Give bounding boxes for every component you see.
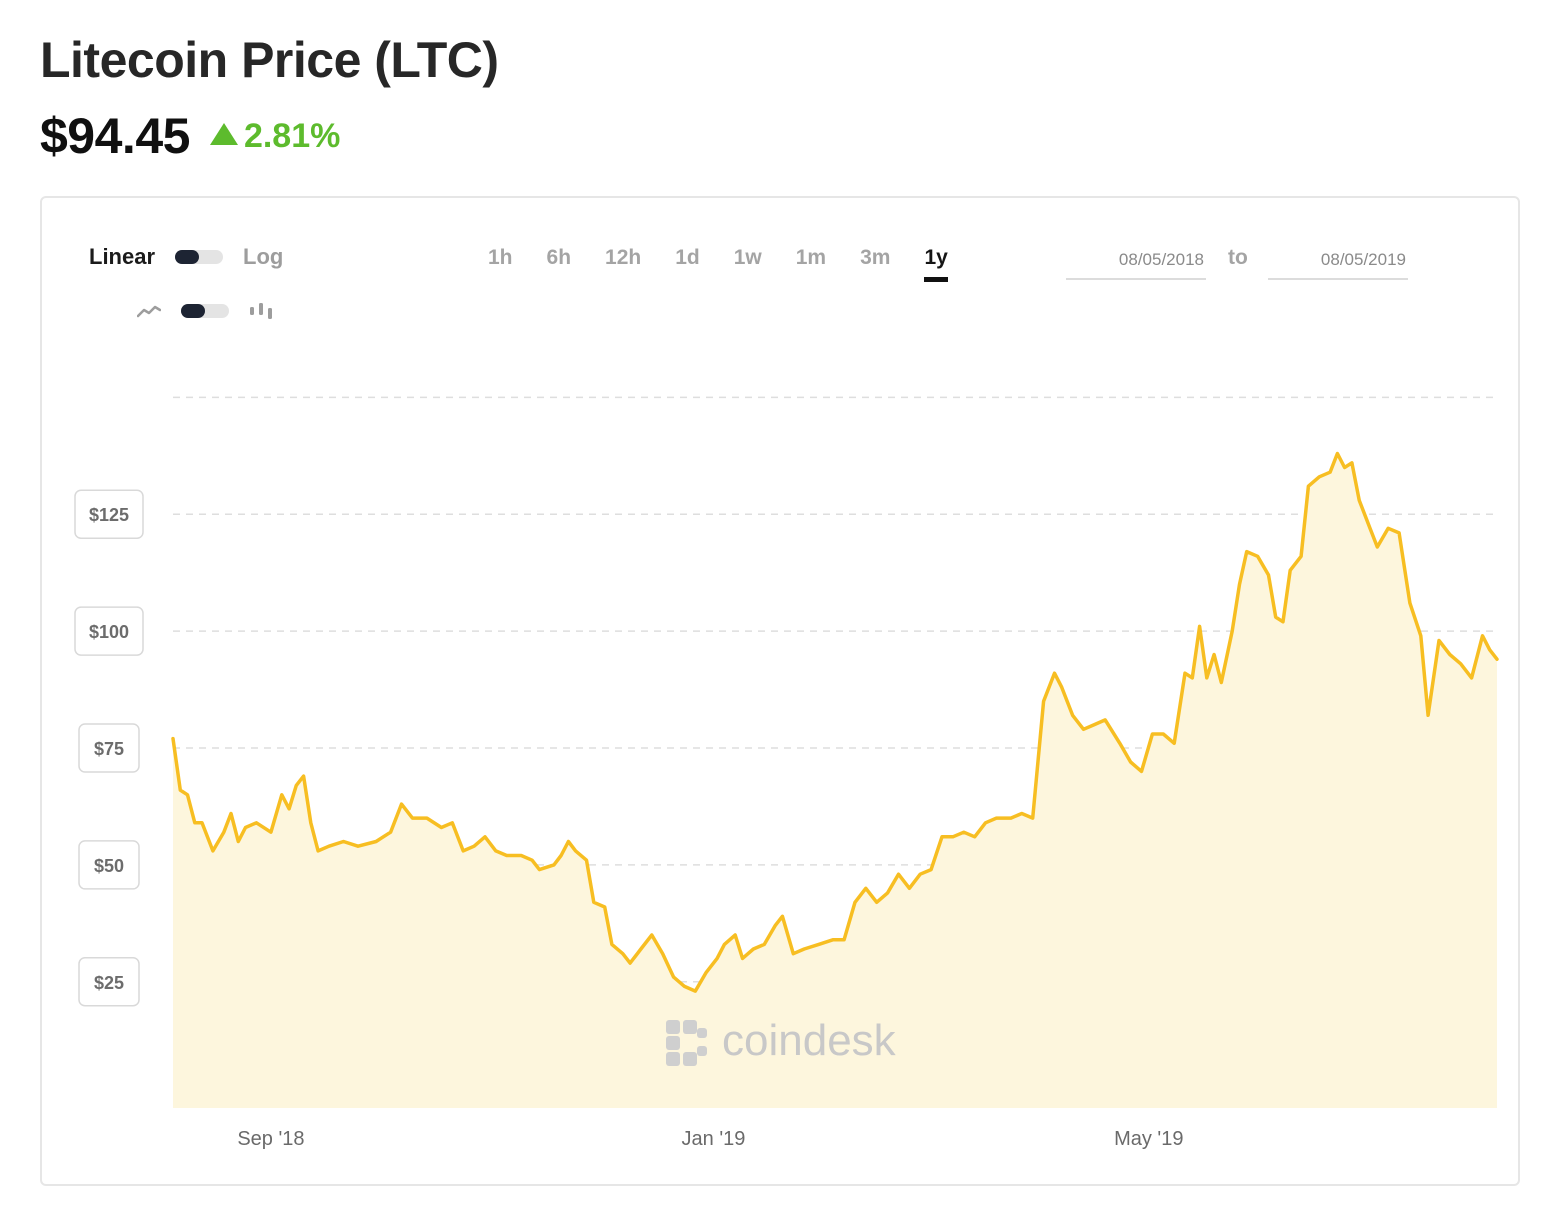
price-area-fill [173,453,1497,1108]
chart-style-switch[interactable] [181,304,229,318]
y-tick-label: $125 [89,505,129,525]
y-tick-label: $100 [89,622,129,642]
y-tick-label: $25 [94,973,124,993]
range-tab-1d[interactable]: 1d [675,246,700,269]
y-axis-ticks: $25 $50 $75 $100 $125 [74,489,144,1007]
range-tab-12h[interactable]: 12h [605,246,642,269]
y-tick-box [78,957,140,1007]
date-to-input[interactable] [1268,242,1408,280]
scale-log-label[interactable]: Log [243,244,284,269]
range-tab-1y[interactable]: 1y [924,246,949,282]
chart-style-switch-knob [181,304,205,318]
coindesk-logo-icon [666,1020,707,1066]
x-tick-label: Jan '19 [682,1128,746,1150]
range-tab-1w[interactable]: 1w [733,246,762,269]
range-tab-1m[interactable]: 1m [795,246,827,269]
current-price: $94.45 [40,108,190,164]
scale-linear-label[interactable]: Linear [89,244,156,269]
y-tick: $50 [78,840,140,890]
range-tab-6h[interactable]: 6h [546,246,572,269]
scale-toggle-row: Linear Log [89,244,283,270]
x-axis-ticks: Sep '18 Jan '19 May '19 [237,1128,1183,1150]
date-from-input[interactable] [1066,242,1206,280]
style-toggle-row [137,302,273,320]
coindesk-watermark: coindesk [666,1016,897,1066]
price-chart[interactable]: coindesk $25 $50 $75 $100 $125 Sep '18 Jan '1… [42,198,1518,1184]
range-tab-3m[interactable]: 3m [860,246,891,269]
y-tick-box [74,606,144,656]
scale-switch-knob [175,250,200,264]
x-tick-label: Sep '18 [237,1128,304,1150]
page-title: Litecoin Price (LTC) [40,32,499,88]
time-range-tabs: 1h 6h 12h 1d 1w 1m 3m 1y [488,246,982,282]
line-chart-icon[interactable] [137,303,161,319]
date-to-label: to [1228,246,1248,269]
y-tick: $75 [78,723,140,773]
y-tick-box [74,489,144,539]
y-tick: $100 [74,606,144,656]
chart-card: Linear Log 1h 6h 12h 1d 1w 1m 3m 1y to [40,196,1520,1186]
x-tick-label: May '19 [1114,1128,1183,1150]
price-line [171,451,1499,993]
price-row: $94.45 2.81% [40,104,340,168]
price-change-value: 2.81% [243,116,341,155]
y-tick-label: $75 [94,739,124,759]
scale-switch[interactable] [175,250,224,264]
arrow-up-icon [209,123,238,145]
coindesk-wordmark: coindesk [722,1016,897,1065]
y-tick: $25 [78,957,140,1007]
y-tick-label: $50 [94,856,124,876]
candlestick-icon[interactable] [249,302,273,320]
y-tick-box [78,723,140,773]
y-tick: $125 [74,489,144,539]
range-tab-1h[interactable]: 1h [488,246,513,269]
price-change: 2.81% [209,116,341,156]
y-tick-box [78,840,140,890]
